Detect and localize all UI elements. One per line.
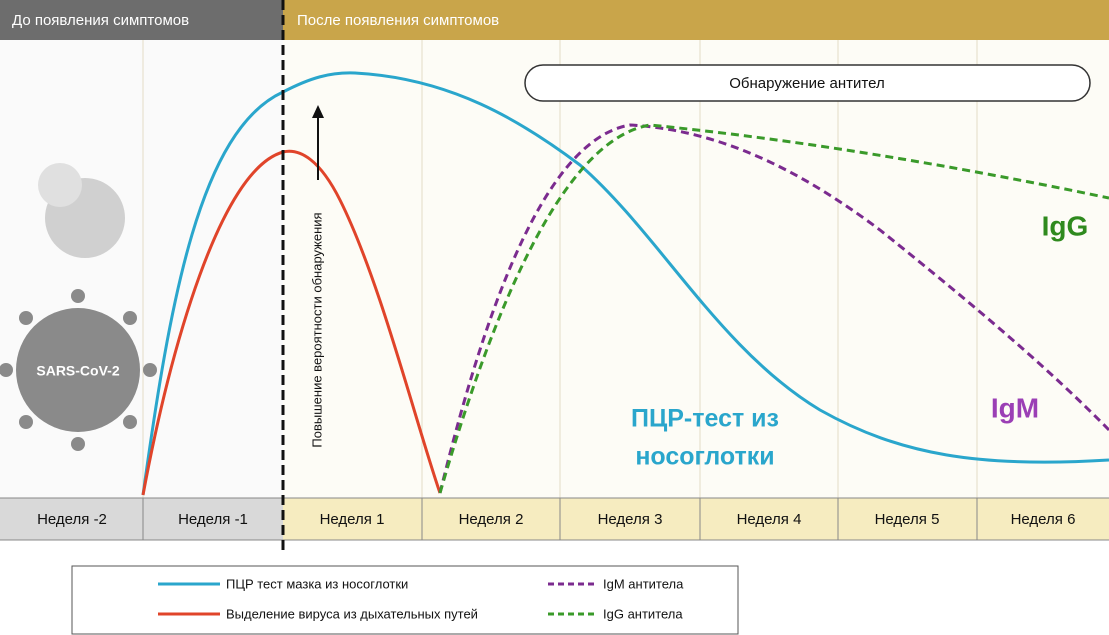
igm-label: IgM <box>991 392 1039 423</box>
week-label: Неделя 2 <box>459 511 524 528</box>
pcr-label: носоглотки <box>635 443 774 471</box>
week-dividers <box>0 497 1109 541</box>
legend-label: IgM антитела <box>603 576 684 591</box>
virus-icon-dark <box>0 289 157 451</box>
igm-curve <box>438 123 1109 494</box>
pill-text: Обнаружение антител <box>729 75 884 92</box>
virus-label: SARS-CoV-2 <box>36 363 119 379</box>
week-bar-before <box>0 498 283 540</box>
week-label: Неделя -1 <box>178 511 248 528</box>
legend-label: Выделение вируса из дыхательных путей <box>226 606 478 621</box>
week-grid <box>142 40 978 498</box>
week-label: Неделя 6 <box>1011 511 1076 528</box>
week-label: Неделя 4 <box>737 511 802 528</box>
pcr-label: ПЦР-тест из <box>631 405 779 433</box>
virus-icon-light <box>38 163 125 258</box>
pre-area <box>0 40 283 498</box>
week-label: Неделя -2 <box>37 511 107 528</box>
pcr-curve <box>141 71 1109 496</box>
shedding-curve <box>141 149 442 496</box>
header-text: До появления симптомов <box>12 12 189 29</box>
post-area <box>283 40 1109 498</box>
header-before <box>0 0 283 40</box>
arrow-label: Повышение вероятности обнаружения <box>309 212 324 447</box>
week-label: Неделя 1 <box>320 511 385 528</box>
legend-label: IgG антитела <box>603 606 683 621</box>
igg-label: IgG <box>1042 210 1089 241</box>
igg-curve <box>438 123 1109 494</box>
antibody-pill <box>524 64 1091 102</box>
arrow-head <box>312 105 324 118</box>
legend-label: ПЦР тест мазка из носоглотки <box>226 576 408 591</box>
legend-box <box>71 565 739 635</box>
header-after <box>283 0 1109 40</box>
week-label: Неделя 3 <box>598 511 663 528</box>
week-label: Неделя 5 <box>875 511 940 528</box>
header-text: После появления симптомов <box>297 12 499 29</box>
week-bar-after <box>283 498 1109 540</box>
